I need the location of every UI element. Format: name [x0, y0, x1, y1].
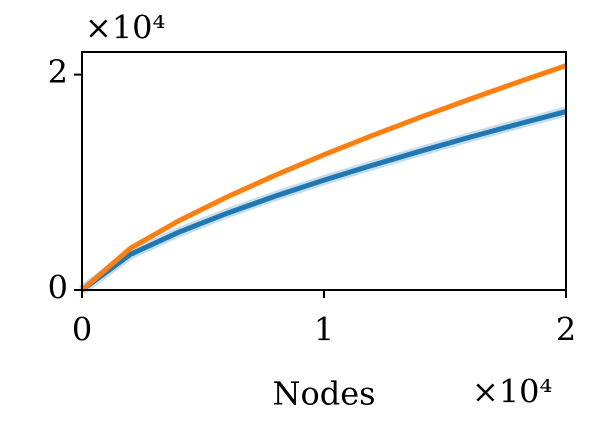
- line-band: [79, 106, 568, 295]
- x-axis-label: Nodes: [272, 375, 375, 413]
- x-tick-label: 0: [72, 311, 92, 349]
- x-tick-label: 2: [556, 311, 576, 349]
- x-tick-label: 1: [314, 311, 334, 349]
- x-offset-label: ×10⁴: [472, 373, 552, 411]
- y-offset-label: ×10⁴: [85, 9, 165, 47]
- y-tick-label: 2: [48, 53, 68, 91]
- line: [80, 109, 567, 293]
- plot-frame: [81, 51, 567, 291]
- line: [80, 63, 567, 292]
- y-tick-label: 0: [48, 269, 68, 307]
